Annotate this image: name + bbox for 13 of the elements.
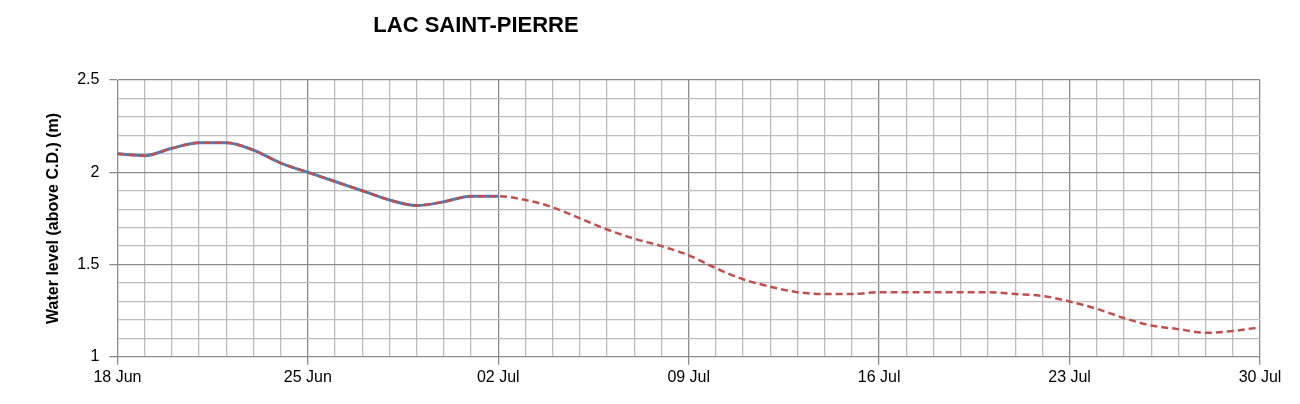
- x-tick-label: 16 Jul: [857, 367, 901, 385]
- x-tick-label: 30 Jul: [1238, 367, 1282, 385]
- x-tick-label: 18 Jun: [93, 367, 142, 385]
- x-tick-label: 23 Jul: [1048, 367, 1091, 385]
- y-tick-label: 2.5: [77, 70, 100, 88]
- y-tick-label: 2: [90, 162, 100, 180]
- x-tick-label: 25 Jun: [283, 367, 332, 385]
- x-tick-label: 02 Jul: [476, 367, 520, 385]
- chart-title: LAC SAINT-PIERRE: [372, 12, 580, 38]
- y-axis-title: Water level (above C.D.) (m): [44, 112, 62, 324]
- y-tick-label: 1: [90, 347, 100, 365]
- y-tick-label: 1.5: [77, 254, 100, 272]
- x-tick-label: 09 Jul: [667, 367, 711, 385]
